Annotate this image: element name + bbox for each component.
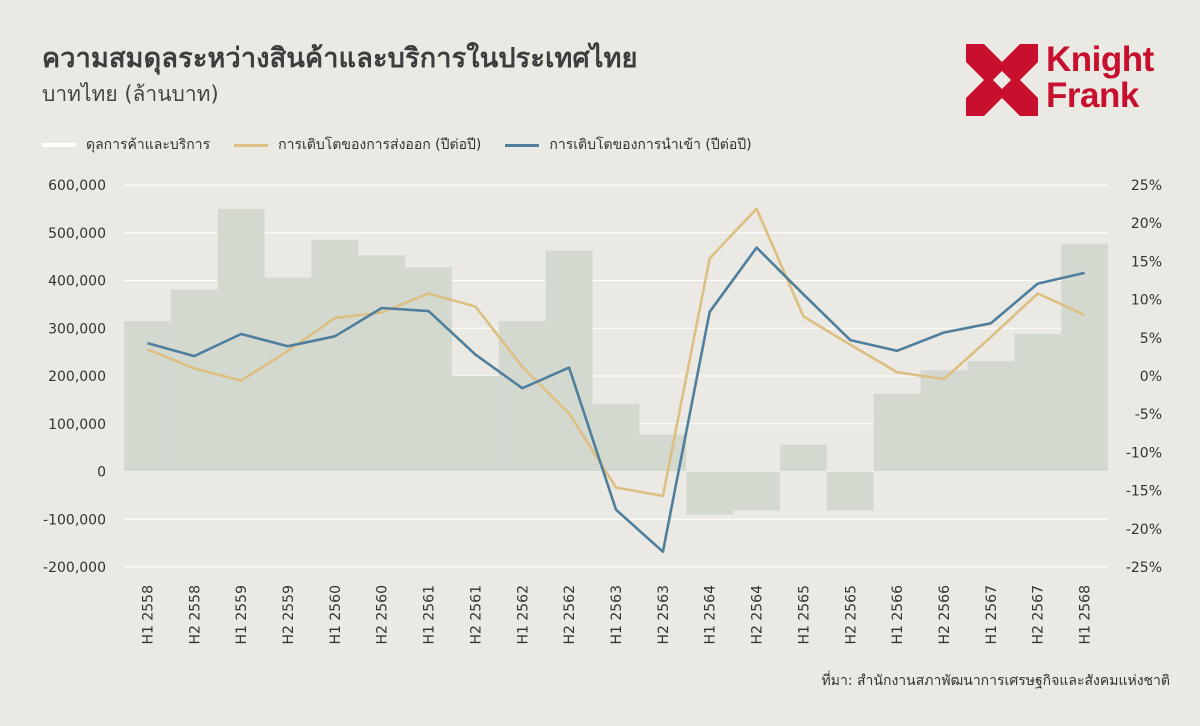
exports-growth-line [146, 207, 1086, 498]
left-axis-tick-label: 500,000 [48, 226, 106, 242]
balance-bar [452, 376, 499, 472]
left-axis-tick-label: 200,000 [48, 369, 106, 385]
chart-legend: ดุลการค้าและบริการ การเติบโตของการส่งออก… [42, 134, 776, 156]
left-axis-tick-label: 100,000 [48, 417, 106, 433]
x-axis-tick-label: H1 2559 [234, 585, 250, 645]
x-axis-tick-label: H2 2563 [656, 585, 672, 645]
right-axis-tick-label: 15% [1131, 254, 1162, 270]
legend-item-balance: ดุลการค้าและบริการ [42, 134, 210, 156]
knight-frank-logo: Knight Frank [966, 42, 1166, 116]
x-axis-tick-label: H2 2558 [187, 585, 203, 645]
right-axis-tick-label: -15% [1126, 484, 1162, 500]
left-axis-tick-label: -100,000 [43, 512, 106, 528]
x-axis-tick-label: H1 2564 [703, 585, 719, 645]
right-axis-tick-label: 25% [1131, 178, 1162, 194]
x-axis-tick-label: H2 2565 [843, 585, 859, 645]
right-axis-tick-label: 20% [1131, 216, 1162, 232]
balance-bar [170, 289, 218, 472]
balance-bar [780, 444, 827, 472]
legend-swatch-balance [42, 143, 76, 147]
legend-item-exports: การเติบโตของการส่งออก (ปีต่อปี) [234, 134, 481, 156]
left-axis-tick-label: -200,000 [43, 560, 106, 576]
source-note: ที่มา: สำนักงานสภาพัฒนาการเศรษฐกิจและสัง… [821, 673, 1170, 689]
legend-label-balance: ดุลการค้าและบริการ [86, 137, 211, 153]
logo-line-2: Frank [1046, 76, 1139, 115]
legend-label-exports: การเติบโตของการส่งออก (ปีต่อปี) [278, 137, 482, 153]
x-axis-tick-label: H2 2562 [562, 585, 578, 645]
x-axis-tick-label: H1 2565 [796, 585, 812, 645]
x-axis-tick-label: H1 2560 [328, 585, 344, 645]
balance-bar [1061, 243, 1108, 472]
knight-frank-logo-icon [966, 44, 1038, 116]
logo-line-1: Knight [1046, 40, 1154, 79]
right-axis-tick-label: 5% [1140, 331, 1162, 347]
left-axis-tick-label: 0 [97, 465, 106, 481]
balance-bar [1014, 333, 1062, 472]
balance-bar [733, 471, 780, 511]
balance-bar [358, 255, 406, 472]
x-axis-tick-label: H2 2566 [937, 585, 953, 645]
balance-bar [967, 361, 1015, 472]
x-axis-tick-label: H1 2566 [890, 585, 906, 645]
right-axis-tick-label: 0% [1140, 369, 1162, 385]
x-axis-tick-label: H2 2560 [375, 585, 391, 645]
x-axis-tick-label: H1 2567 [984, 585, 1000, 645]
right-axis-tick-label: -5% [1135, 407, 1162, 423]
left-axis-tick-label: 600,000 [48, 178, 106, 194]
chart-title: ความสมดุลระหว่างสินค้าและบริการในประเทศไ… [42, 43, 638, 74]
x-axis-tick-label: H1 2561 [422, 585, 438, 645]
balance-bar [826, 471, 874, 511]
right-axis-tick-label: -25% [1126, 560, 1162, 576]
logo-wordmark: Knight Frank [1046, 42, 1154, 114]
legend-item-imports: การเติบโตของการนำเข้า (ปีต่อปี) [505, 134, 752, 156]
balance-bar [920, 370, 968, 472]
balance-bar [264, 277, 312, 472]
chart-subtitle: บาทไทย (ล้านบาท) [42, 82, 219, 106]
x-axis-tick-label: H1 2568 [1078, 585, 1094, 645]
legend-swatch-imports [505, 143, 540, 147]
x-axis-tick-label: H1 2562 [515, 585, 531, 645]
legend-swatch-exports [234, 143, 269, 147]
x-axis-tick-label: H1 2563 [609, 585, 625, 645]
x-axis-tick-label: H2 2559 [281, 585, 297, 645]
balance-bar [873, 393, 921, 472]
right-axis-tick-label: 10% [1131, 293, 1162, 309]
balance-bar [217, 208, 265, 472]
balance-bar [686, 471, 734, 515]
x-axis-tick-label: H1 2558 [140, 585, 156, 645]
x-axis-tick-label: H2 2564 [750, 585, 766, 645]
left-axis-tick-label: 300,000 [48, 321, 106, 337]
x-axis-tick-label: H2 2567 [1031, 585, 1047, 645]
right-axis-tick-label: -10% [1126, 445, 1162, 461]
balance-bar [545, 250, 593, 472]
x-axis-tick-label: H2 2561 [468, 585, 484, 645]
right-axis-tick-label: -20% [1126, 522, 1162, 538]
balance-bar [311, 239, 359, 472]
legend-label-imports: การเติบโตของการนำเข้า (ปีต่อปี) [549, 137, 752, 153]
left-axis-tick-label: 400,000 [48, 274, 106, 290]
